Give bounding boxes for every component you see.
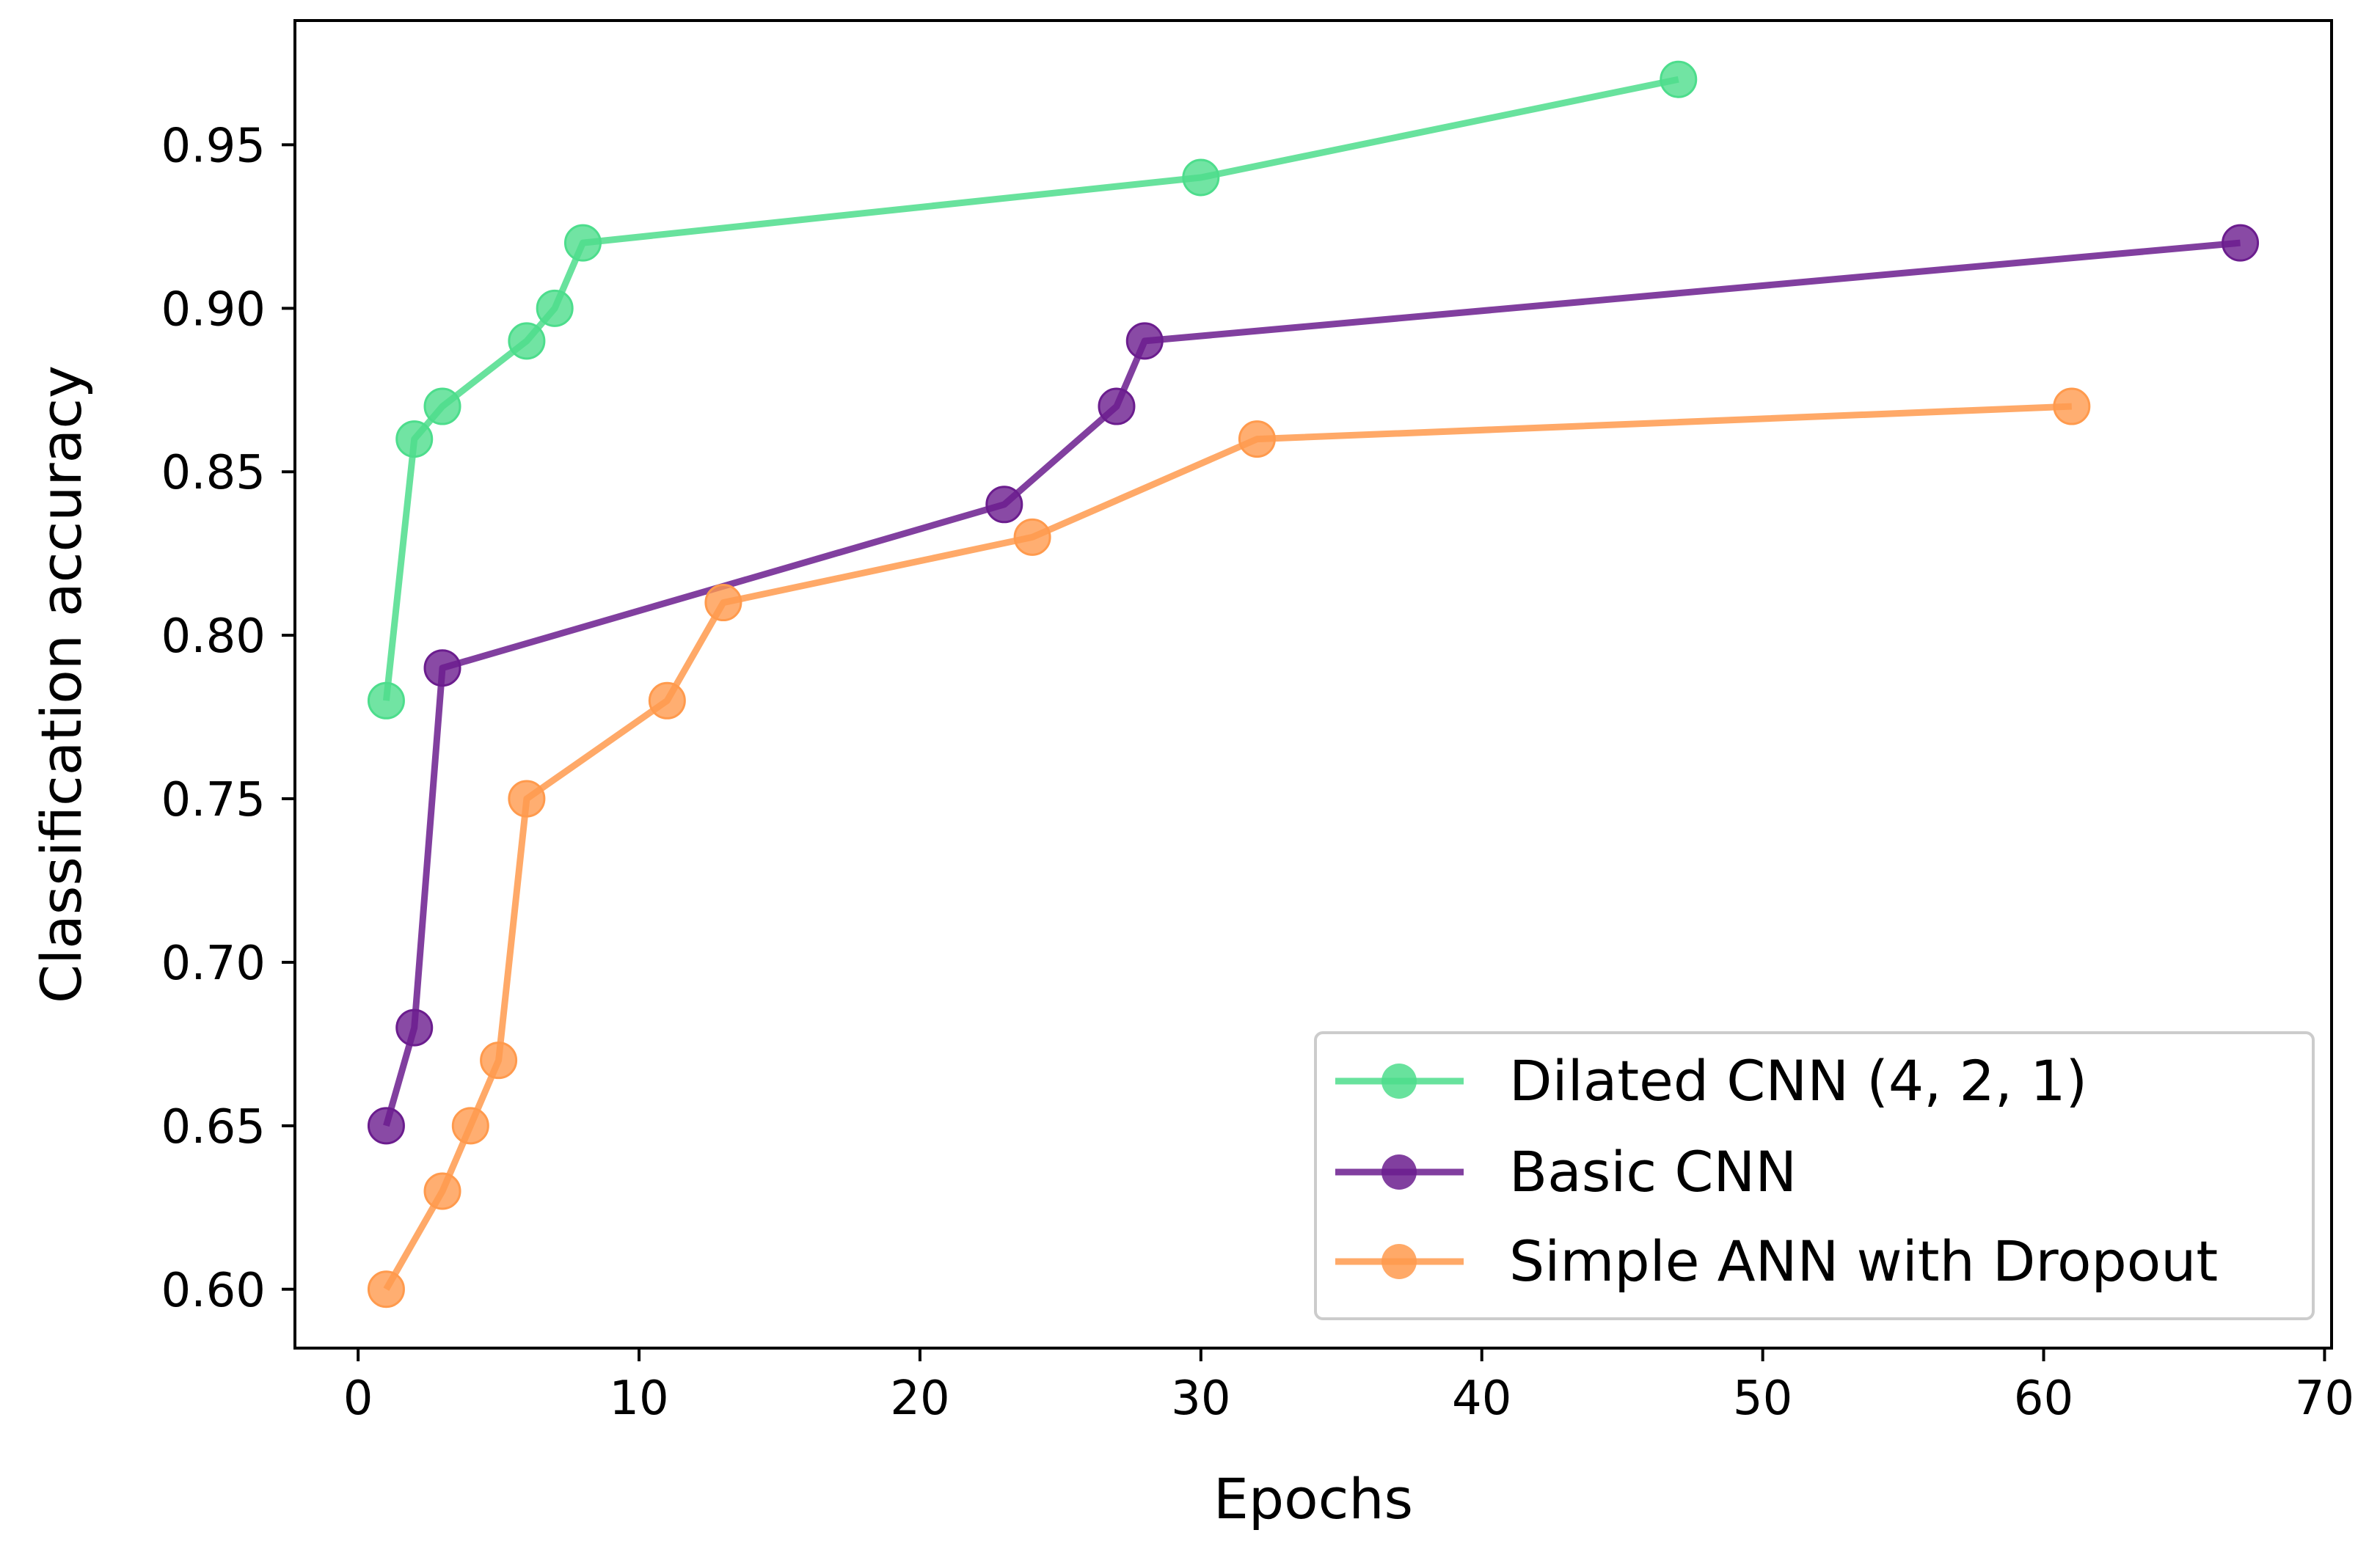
data-point[interactable] — [508, 322, 546, 360]
series-line — [382, 76, 1679, 701]
y-tick-label: 0.85 — [161, 446, 266, 500]
y-tick-label: 0.75 — [161, 773, 266, 827]
data-point[interactable] — [395, 1009, 434, 1047]
legend-entry-dilated-cnn[interactable]: Dilated CNN (4, 2, 1) — [1335, 1048, 2087, 1113]
data-point[interactable] — [423, 649, 461, 687]
plot-frame — [293, 19, 2333, 1350]
data-point[interactable] — [423, 1172, 461, 1210]
data-point[interactable] — [536, 289, 574, 327]
y-tick-label: 0.60 — [161, 1264, 266, 1318]
legend-entry-simple-ann[interactable]: Simple ANN with Dropout — [1335, 1229, 2218, 1294]
data-point[interactable] — [1125, 322, 1164, 360]
x-tick-label: 50 — [1733, 1372, 1792, 1426]
x-tick-label: 60 — [2014, 1372, 2073, 1426]
y-axis-label: Classification accuracy — [29, 365, 94, 1003]
data-point[interactable] — [563, 224, 602, 262]
y-tick-label: 0.70 — [161, 937, 266, 991]
data-point[interactable] — [367, 1270, 405, 1308]
series-2 — [367, 224, 2260, 1145]
x-tick-label: 70 — [2295, 1372, 2354, 1426]
data-point[interactable] — [2222, 224, 2260, 262]
legend-label: Dilated CNN (4, 2, 1) — [1509, 1048, 2087, 1113]
plot-layer — [367, 60, 2260, 1308]
x-tick-label: 40 — [1452, 1372, 1511, 1426]
legend-swatch-marker — [1381, 1154, 1417, 1190]
y-tick-label: 0.95 — [161, 119, 266, 173]
legend-label: Basic CNN — [1509, 1139, 1797, 1204]
data-point[interactable] — [1660, 60, 1698, 98]
legend-entry-basic-cnn[interactable]: Basic CNN — [1335, 1139, 1797, 1204]
y-axis: 0.60 0.65 0.70 0.75 0.80 0.85 0.90 0.95 — [161, 119, 295, 1318]
legend-label: Simple ANN with Dropout — [1509, 1229, 2218, 1294]
data-point[interactable] — [2053, 387, 2091, 425]
x-tick-label: 30 — [1171, 1372, 1230, 1426]
legend-box — [1314, 1031, 2315, 1320]
y-tick-label: 0.90 — [161, 282, 266, 337]
data-point[interactable] — [367, 1107, 405, 1145]
data-point[interactable] — [1013, 518, 1051, 556]
series-3 — [367, 387, 2091, 1308]
data-point[interactable] — [508, 780, 546, 818]
y-tick-label: 0.80 — [161, 610, 266, 664]
data-point[interactable] — [367, 681, 405, 720]
x-tick-label: 0 — [343, 1372, 373, 1426]
x-tick-label: 10 — [609, 1372, 668, 1426]
legend-swatch-marker — [1381, 1064, 1417, 1099]
legend-swatch-marker — [1381, 1244, 1417, 1279]
series-1 — [367, 60, 1698, 720]
x-axis: 0 10 20 30 40 50 60 70 — [343, 1348, 2354, 1426]
data-point[interactable] — [1182, 158, 1220, 197]
data-point[interactable] — [395, 420, 434, 458]
data-point[interactable] — [480, 1042, 518, 1080]
y-tick-label: 0.65 — [161, 1100, 266, 1154]
legend: Dilated CNN (4, 2, 1) Basic CNN Simple A… — [1314, 1031, 2315, 1320]
data-point[interactable] — [423, 387, 461, 425]
data-point[interactable] — [1238, 420, 1276, 458]
x-axis-label: Epochs — [1213, 1466, 1413, 1531]
data-point[interactable] — [704, 584, 742, 622]
data-point[interactable] — [1098, 387, 1136, 425]
x-tick-label: 20 — [890, 1372, 949, 1426]
data-point[interactable] — [648, 681, 686, 720]
axes-layer: 0 10 20 30 40 50 60 70 0.60 0.65 0.70 0.75 0.80 0.85… — [29, 19, 2354, 1531]
data-point[interactable] — [451, 1107, 489, 1145]
series-line — [383, 403, 2073, 1291]
data-point[interactable] — [985, 486, 1023, 524]
